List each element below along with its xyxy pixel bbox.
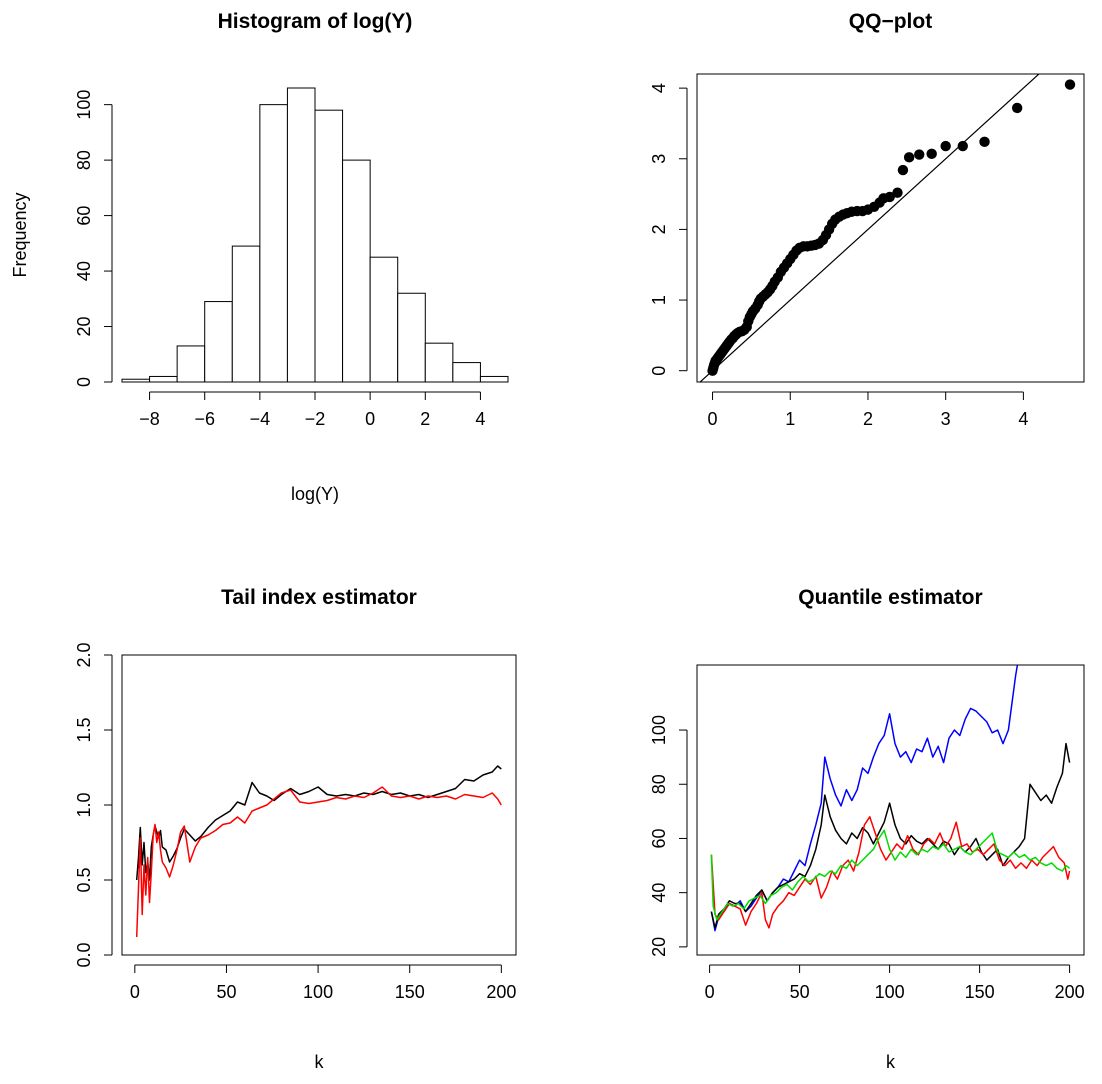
histogram-bar xyxy=(121,378,151,383)
tail-index-y-tick-label: 0.0 xyxy=(74,942,94,967)
qq-point xyxy=(979,136,990,148)
tail-index-y-tick-label: 1.0 xyxy=(74,792,94,817)
quantile-x-tick-label: 150 xyxy=(965,982,995,1002)
qq-point xyxy=(903,152,915,163)
histogram-x-tick-label: −2 xyxy=(305,409,326,429)
qqplot-x-tick-label: 4 xyxy=(1018,409,1028,429)
quantile-series-line-1 xyxy=(710,665,1019,932)
qq-point xyxy=(926,148,937,160)
qq-point xyxy=(884,191,895,203)
histogram-y-tick-label: 80 xyxy=(74,150,94,170)
qqplot-x-tick-label: 2 xyxy=(863,409,873,429)
histogram-bar xyxy=(149,375,178,383)
tail-index-series-line-2 xyxy=(135,786,502,938)
quantile-plot-box xyxy=(696,664,1085,956)
quantile-y-tick-label: 20 xyxy=(649,937,669,957)
qqplot-y-tick-label: 2 xyxy=(649,224,669,234)
histogram-y-tick-label: 100 xyxy=(74,90,94,120)
qq-point xyxy=(914,149,925,160)
qqplot-title: QQ−plot xyxy=(849,10,932,33)
histogram-x-tick-label: −6 xyxy=(194,409,215,429)
qqplot-y-tick-label: 4 xyxy=(649,83,669,93)
qq-point xyxy=(892,187,903,198)
qqplot-y-tick-label: 3 xyxy=(649,154,669,164)
histogram-bar xyxy=(369,256,399,383)
histogram-x-tick-label: −4 xyxy=(250,409,271,429)
tail-index-x-tick-label: 150 xyxy=(395,982,425,1002)
qq-reference-line xyxy=(699,74,1040,382)
histogram-y-tick-label: 20 xyxy=(74,317,94,337)
tail-index-y-tick-label: 2.0 xyxy=(74,642,94,667)
histogram-x-tick-label: 4 xyxy=(475,409,485,429)
histogram-x-label: log(Y) xyxy=(291,484,339,504)
quantile-x-tick-label: 0 xyxy=(705,982,715,1002)
tail-index-plot-box xyxy=(121,654,517,956)
qq-point xyxy=(957,140,968,152)
tail-index-y-tick-label: 1.5 xyxy=(74,717,94,742)
histogram-bar xyxy=(397,292,426,383)
qqplot-plot-box xyxy=(696,73,1085,383)
quantile-x-tick-label: 50 xyxy=(790,982,810,1002)
qqplot-x-tick-label: 1 xyxy=(785,409,795,429)
histogram-bar xyxy=(204,301,233,383)
qqplot-y-tick-label: 1 xyxy=(649,295,669,305)
histogram-x-tick-label: −8 xyxy=(139,409,160,429)
quantile-title: Quantile estimator xyxy=(798,586,982,609)
histogram-bar xyxy=(424,342,454,383)
qqplot-x-tick-label: 3 xyxy=(941,409,951,429)
histogram-y-tick-label: 40 xyxy=(74,261,94,281)
quantile-y-tick-label: 40 xyxy=(649,883,669,903)
histogram-bar xyxy=(231,245,261,383)
quantile-y-tick-label: 100 xyxy=(649,715,669,745)
quantile-x-tick-label: 100 xyxy=(875,982,905,1002)
qq-point xyxy=(1011,102,1023,114)
histogram-bar xyxy=(314,109,344,383)
quantile-y-tick-label: 60 xyxy=(649,828,669,848)
tail-index-y-tick-label: 0.5 xyxy=(74,867,94,892)
quantile-x-tick-label: 200 xyxy=(1055,982,1085,1002)
histogram-x-tick-label: 2 xyxy=(420,409,430,429)
histogram-bar xyxy=(176,345,206,383)
tail-index-title: Tail index estimator xyxy=(221,586,417,609)
tail-index-x-tick-label: 200 xyxy=(486,982,516,1002)
histogram-x-tick-label: 0 xyxy=(365,409,375,429)
tail-index-series-line-1 xyxy=(135,765,502,881)
histogram-y-tick-label: 60 xyxy=(74,206,94,226)
quantile-series-line-2 xyxy=(710,742,1071,929)
quantile-series-line-4 xyxy=(710,829,1071,921)
quantile-series-line-3 xyxy=(710,816,1071,929)
histogram-bar xyxy=(286,87,316,383)
tail-index-x-tick-label: 50 xyxy=(216,982,236,1002)
tail-index-x-label: k xyxy=(315,1052,325,1072)
quantile-y-tick-label: 80 xyxy=(649,774,669,794)
qqplot-y-tick-label: 0 xyxy=(649,366,669,376)
histogram-bar xyxy=(259,104,288,383)
qqplot-x-tick-label: 0 xyxy=(708,409,718,429)
histogram-bar xyxy=(452,362,481,383)
qq-point xyxy=(897,164,909,176)
tail-index-x-tick-label: 100 xyxy=(303,982,333,1002)
histogram-title: Histogram of log(Y) xyxy=(218,10,413,33)
qq-point xyxy=(1064,79,1076,90)
tail-index-x-tick-label: 0 xyxy=(130,982,140,1002)
histogram-y-label: Frequency xyxy=(10,192,30,277)
quantile-x-label: k xyxy=(886,1052,896,1072)
qq-point xyxy=(940,140,951,152)
histogram-y-tick-label: 0 xyxy=(74,377,94,387)
histogram-bar xyxy=(479,375,509,383)
histogram-bar xyxy=(342,159,371,383)
